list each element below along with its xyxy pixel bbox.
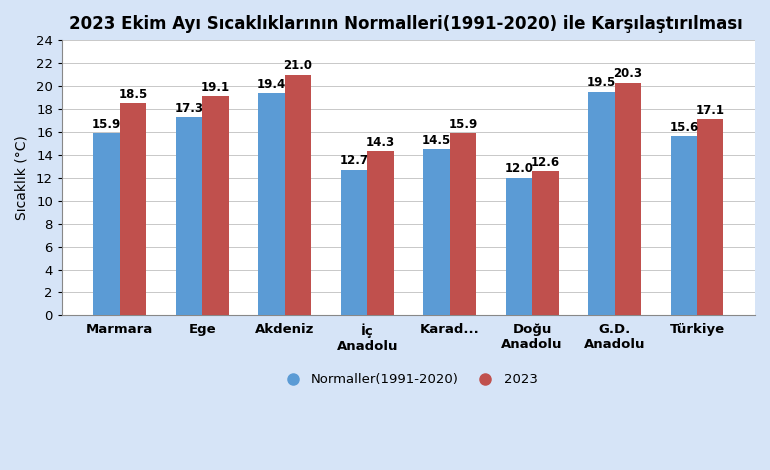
Text: 20.3: 20.3	[614, 67, 642, 80]
Text: 2023 Ekim Ayı Sıcaklıklarının Normalleri(1991-2020) ile Karşılaştırılması: 2023 Ekim Ayı Sıcaklıklarının Normalleri…	[69, 15, 742, 33]
Bar	[697, 119, 724, 315]
Bar	[341, 170, 367, 315]
Text: 19.4: 19.4	[257, 78, 286, 91]
Text: 12.0: 12.0	[504, 163, 534, 175]
Bar	[285, 75, 311, 315]
Bar	[176, 117, 203, 315]
Bar	[259, 93, 285, 315]
Y-axis label: Sıcaklık (°C): Sıcaklık (°C)	[15, 135, 29, 220]
Bar	[450, 133, 476, 315]
Text: 17.1: 17.1	[696, 104, 725, 117]
Text: 14.5: 14.5	[422, 134, 451, 147]
Bar	[506, 178, 532, 315]
Text: 18.5: 18.5	[119, 88, 148, 101]
Legend: Normaller(1991-2020), 2023: Normaller(1991-2020), 2023	[274, 368, 543, 392]
Bar	[367, 151, 393, 315]
Bar	[671, 136, 697, 315]
Text: 15.6: 15.6	[669, 121, 698, 134]
Bar	[588, 92, 614, 315]
Text: 15.9: 15.9	[92, 118, 122, 131]
Text: 19.5: 19.5	[587, 77, 616, 89]
Text: 14.3: 14.3	[366, 136, 395, 149]
Bar	[120, 103, 146, 315]
Bar	[424, 149, 450, 315]
Text: 12.7: 12.7	[340, 155, 369, 167]
Text: 19.1: 19.1	[201, 81, 230, 94]
Bar	[532, 171, 558, 315]
Text: 15.9: 15.9	[448, 118, 477, 131]
Bar	[203, 96, 229, 315]
Text: 17.3: 17.3	[175, 102, 203, 115]
Bar	[614, 83, 641, 315]
Text: 12.6: 12.6	[531, 156, 560, 169]
Bar	[93, 133, 120, 315]
Text: 21.0: 21.0	[283, 59, 313, 72]
